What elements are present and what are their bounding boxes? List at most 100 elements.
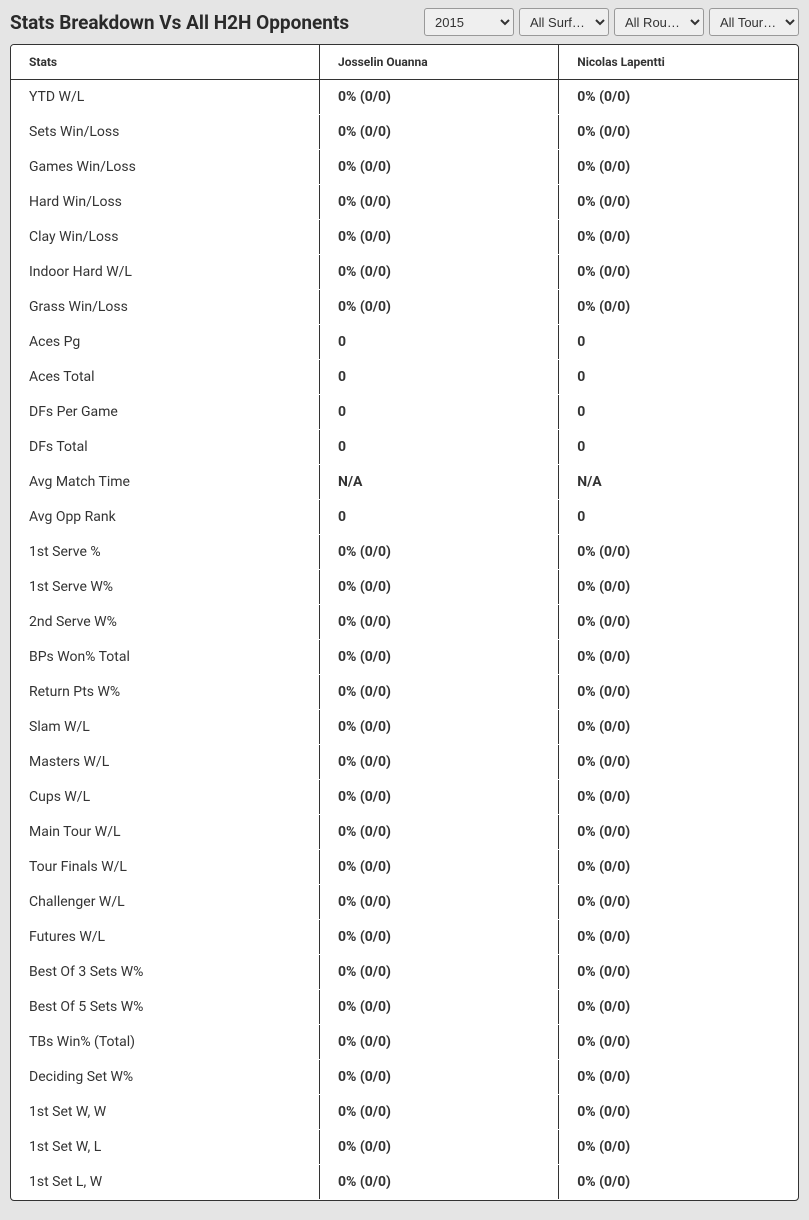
stat-label: 1st Serve % xyxy=(11,535,319,570)
player2-value: 0 xyxy=(559,360,798,395)
player2-value: 0% (0/0) xyxy=(559,955,798,990)
stat-label: Aces Total xyxy=(11,360,319,395)
player2-value: 0% (0/0) xyxy=(559,815,798,850)
player1-value: 0% (0/0) xyxy=(319,710,558,745)
column-header-stats: Stats xyxy=(11,45,319,80)
table-row: Challenger W/L0% (0/0)0% (0/0) xyxy=(11,885,798,920)
table-row: Return Pts W%0% (0/0)0% (0/0) xyxy=(11,675,798,710)
stat-label: Grass Win/Loss xyxy=(11,290,319,325)
table-row: Best Of 3 Sets W%0% (0/0)0% (0/0) xyxy=(11,955,798,990)
player2-value: 0% (0/0) xyxy=(559,115,798,150)
surface-select[interactable]: All Surf… xyxy=(519,8,609,36)
player2-value: 0% (0/0) xyxy=(559,1095,798,1130)
column-header-player2: Nicolas Lapentti xyxy=(559,45,798,80)
player2-value: 0 xyxy=(559,500,798,535)
player1-value: 0% (0/0) xyxy=(319,640,558,675)
player1-value: 0% (0/0) xyxy=(319,185,558,220)
player1-value: 0% (0/0) xyxy=(319,150,558,185)
player2-value: 0% (0/0) xyxy=(559,185,798,220)
stats-table-body: YTD W/L0% (0/0)0% (0/0)Sets Win/Loss0% (… xyxy=(11,80,798,1200)
player2-value: 0% (0/0) xyxy=(559,1165,798,1200)
stat-label: 2nd Serve W% xyxy=(11,605,319,640)
stat-label: YTD W/L xyxy=(11,80,319,115)
stat-label: Best Of 3 Sets W% xyxy=(11,955,319,990)
stat-label: Games Win/Loss xyxy=(11,150,319,185)
player2-value: 0% (0/0) xyxy=(559,850,798,885)
table-row: Deciding Set W%0% (0/0)0% (0/0) xyxy=(11,1060,798,1095)
table-row: 1st Set L, W0% (0/0)0% (0/0) xyxy=(11,1165,798,1200)
stat-label: 1st Set W, W xyxy=(11,1095,319,1130)
player2-value: 0% (0/0) xyxy=(559,745,798,780)
table-header-row: Stats Josselin Ouanna Nicolas Lapentti xyxy=(11,45,798,80)
player1-value: 0% (0/0) xyxy=(319,990,558,1025)
player1-value: 0% (0/0) xyxy=(319,955,558,990)
player2-value: 0% (0/0) xyxy=(559,675,798,710)
stat-label: Indoor Hard W/L xyxy=(11,255,319,290)
player2-value: 0 xyxy=(559,395,798,430)
player2-value: N/A xyxy=(559,465,798,500)
stat-label: Avg Match Time xyxy=(11,465,319,500)
year-select[interactable]: 2015 xyxy=(424,8,514,36)
table-row: Main Tour W/L0% (0/0)0% (0/0) xyxy=(11,815,798,850)
stat-label: Hard Win/Loss xyxy=(11,185,319,220)
player2-value: 0 xyxy=(559,325,798,360)
stat-label: Slam W/L xyxy=(11,710,319,745)
player1-value: 0 xyxy=(319,325,558,360)
table-row: Hard Win/Loss0% (0/0)0% (0/0) xyxy=(11,185,798,220)
player2-value: 0% (0/0) xyxy=(559,570,798,605)
player2-value: 0% (0/0) xyxy=(559,780,798,815)
stat-label: Best Of 5 Sets W% xyxy=(11,990,319,1025)
player2-value: 0% (0/0) xyxy=(559,605,798,640)
player2-value: 0% (0/0) xyxy=(559,220,798,255)
player1-value: 0% (0/0) xyxy=(319,255,558,290)
player2-value: 0% (0/0) xyxy=(559,1025,798,1060)
stat-label: Challenger W/L xyxy=(11,885,319,920)
stat-label: Tour Finals W/L xyxy=(11,850,319,885)
player1-value: 0% (0/0) xyxy=(319,815,558,850)
player2-value: 0% (0/0) xyxy=(559,920,798,955)
table-row: DFs Per Game00 xyxy=(11,395,798,430)
table-row: 1st Set W, L0% (0/0)0% (0/0) xyxy=(11,1130,798,1165)
table-row: 1st Set W, W0% (0/0)0% (0/0) xyxy=(11,1095,798,1130)
player2-value: 0% (0/0) xyxy=(559,710,798,745)
stat-label: Main Tour W/L xyxy=(11,815,319,850)
table-row: Best Of 5 Sets W%0% (0/0)0% (0/0) xyxy=(11,990,798,1025)
table-row: 1st Serve W%0% (0/0)0% (0/0) xyxy=(11,570,798,605)
player1-value: N/A xyxy=(319,465,558,500)
player1-value: 0 xyxy=(319,430,558,465)
stat-label: Masters W/L xyxy=(11,745,319,780)
player1-value: 0% (0/0) xyxy=(319,850,558,885)
page-title: Stats Breakdown Vs All H2H Opponents xyxy=(10,11,349,34)
table-row: 1st Serve %0% (0/0)0% (0/0) xyxy=(11,535,798,570)
player1-value: 0% (0/0) xyxy=(319,745,558,780)
player2-value: 0 xyxy=(559,430,798,465)
player1-value: 0 xyxy=(319,395,558,430)
table-row: YTD W/L0% (0/0)0% (0/0) xyxy=(11,80,798,115)
round-select[interactable]: All Rou… xyxy=(614,8,704,36)
player1-value: 0% (0/0) xyxy=(319,1165,558,1200)
player1-value: 0% (0/0) xyxy=(319,115,558,150)
stat-label: Deciding Set W% xyxy=(11,1060,319,1095)
player1-value: 0% (0/0) xyxy=(319,1130,558,1165)
player2-value: 0% (0/0) xyxy=(559,1130,798,1165)
player1-value: 0% (0/0) xyxy=(319,675,558,710)
tournament-select[interactable]: All Tour… xyxy=(709,8,799,36)
stat-label: DFs Total xyxy=(11,430,319,465)
stat-label: Return Pts W% xyxy=(11,675,319,710)
player1-value: 0% (0/0) xyxy=(319,885,558,920)
table-row: Clay Win/Loss0% (0/0)0% (0/0) xyxy=(11,220,798,255)
table-row: Tour Finals W/L0% (0/0)0% (0/0) xyxy=(11,850,798,885)
player2-value: 0% (0/0) xyxy=(559,535,798,570)
table-row: Sets Win/Loss0% (0/0)0% (0/0) xyxy=(11,115,798,150)
stat-label: 1st Serve W% xyxy=(11,570,319,605)
player1-value: 0 xyxy=(319,500,558,535)
player2-value: 0% (0/0) xyxy=(559,1060,798,1095)
player1-value: 0% (0/0) xyxy=(319,535,558,570)
player2-value: 0% (0/0) xyxy=(559,150,798,185)
player1-value: 0% (0/0) xyxy=(319,80,558,115)
stats-table: Stats Josselin Ouanna Nicolas Lapentti Y… xyxy=(11,45,798,1200)
player1-value: 0% (0/0) xyxy=(319,780,558,815)
table-row: Grass Win/Loss0% (0/0)0% (0/0) xyxy=(11,290,798,325)
player2-value: 0% (0/0) xyxy=(559,80,798,115)
player2-value: 0% (0/0) xyxy=(559,290,798,325)
